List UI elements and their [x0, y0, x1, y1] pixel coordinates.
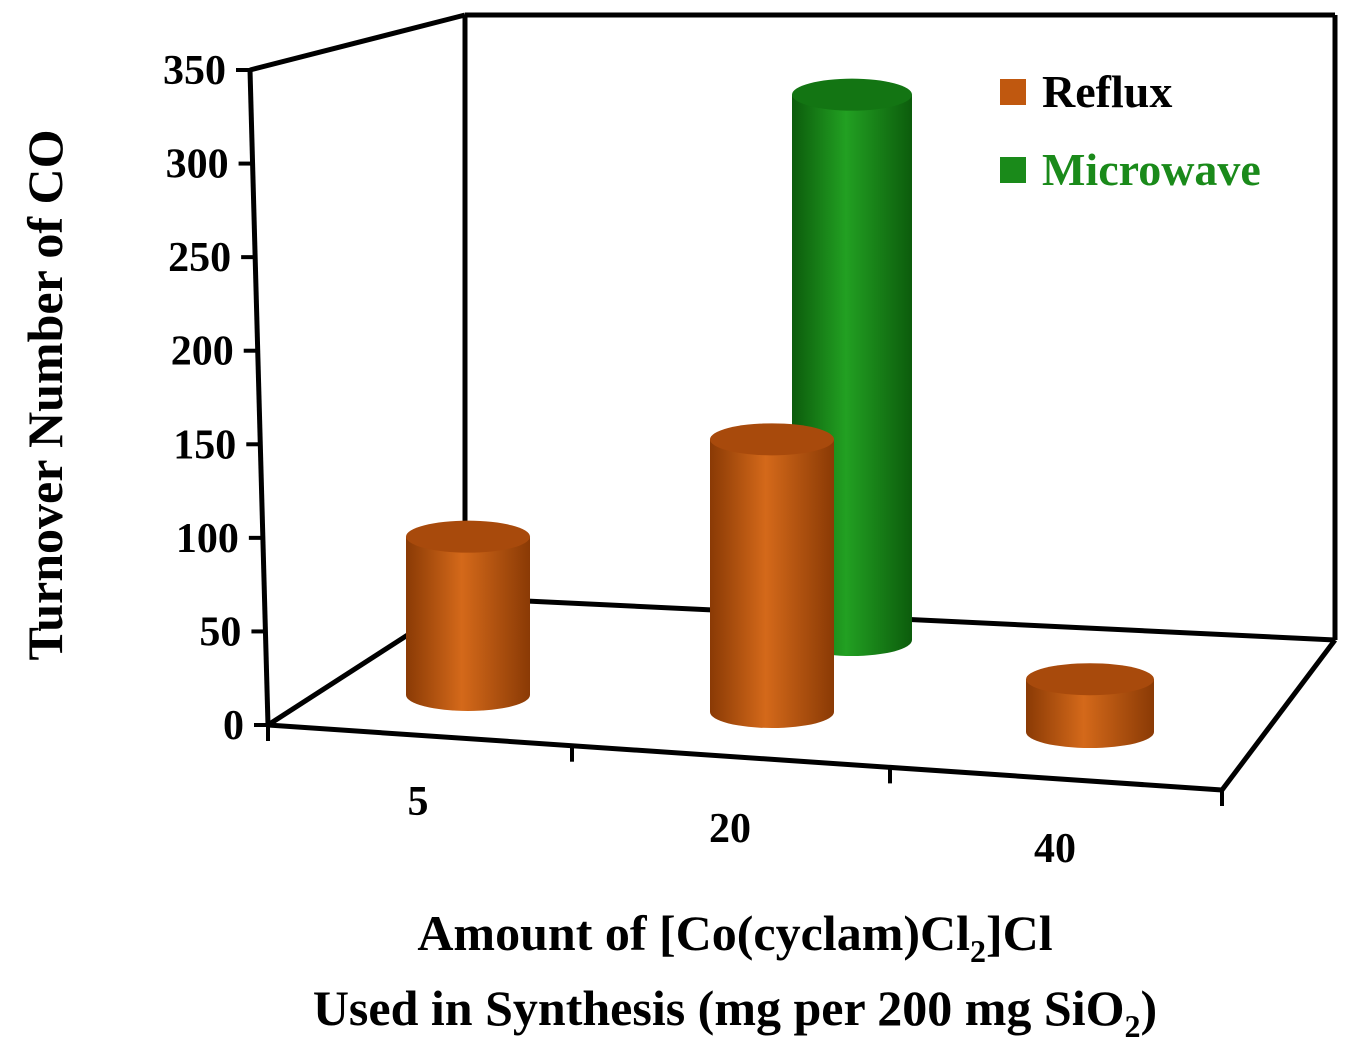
x-axis-label-line2: Used in Synthesis (mg per 200 mg SiO2)	[313, 980, 1157, 1044]
right-floor-edge	[1220, 638, 1337, 792]
y-tick-label: 350	[163, 48, 226, 94]
legend: Reflux Microwave	[1000, 66, 1261, 195]
x-tick-marks	[266, 725, 1224, 806]
x-tick-label: 20	[709, 806, 751, 852]
chart-frame	[247, 12, 1338, 793]
legend-label-microwave: Microwave	[1042, 144, 1261, 195]
bar-top-reflux-40	[1026, 663, 1154, 696]
y-tick-label: 200	[171, 329, 234, 375]
y-tick-marks	[236, 68, 268, 727]
x-tick-labels: 5 20 40	[408, 779, 1077, 872]
y-tick-label: 150	[173, 422, 236, 468]
legend-swatch-reflux	[1000, 79, 1026, 105]
x-axis-label-line1: Amount of [Co(cyclam)Cl2]Cl	[417, 905, 1052, 969]
y-axis-label: Turnover Number of CO	[17, 129, 73, 660]
left-wall-top-edge	[249, 12, 466, 73]
y-tick-label: 250	[168, 235, 231, 281]
y-tick-labels: 0 50 100 150 200 250 300 350	[163, 48, 244, 749]
y-tick-label: 100	[176, 516, 239, 562]
x-tick-label: 40	[1034, 826, 1076, 872]
bar-reflux-5	[406, 536, 530, 711]
y-tick-label: 0	[223, 703, 244, 749]
x-axis-line	[267, 722, 1223, 793]
bar-reflux-40	[1026, 679, 1154, 748]
bar-top-reflux-5	[406, 520, 530, 553]
bar-top-microwave-20	[792, 78, 912, 111]
legend-swatch-microwave	[1000, 157, 1026, 183]
bars	[406, 78, 1154, 748]
y-axis-line	[247, 69, 271, 726]
bar-reflux-20	[710, 439, 834, 728]
y-tick-label: 50	[199, 609, 241, 655]
y-tick-label: 300	[166, 142, 229, 188]
bar-top-reflux-20	[710, 423, 834, 456]
x-tick-label: 5	[408, 779, 429, 825]
legend-label-reflux: Reflux	[1042, 66, 1172, 117]
